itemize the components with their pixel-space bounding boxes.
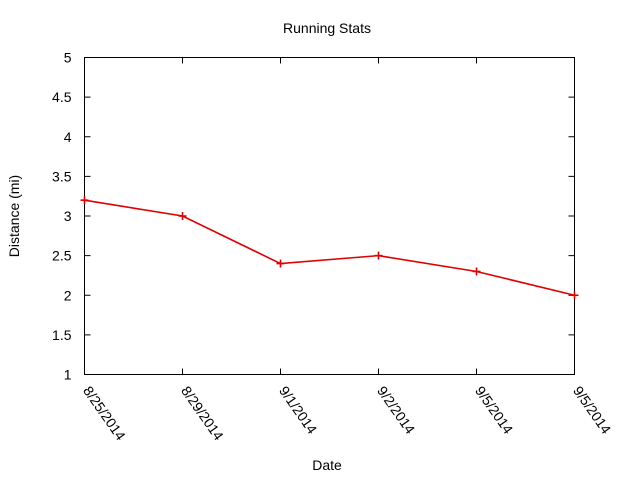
y-tick-label: 3.5 xyxy=(52,168,72,184)
y-tick-label: 5 xyxy=(64,50,72,66)
x-axis-label: Date xyxy=(312,457,342,473)
x-tick-label: 8/29/2014 xyxy=(178,383,227,443)
data-point xyxy=(276,259,285,268)
x-tick-label: 9/5/2014 xyxy=(472,383,516,437)
data-point xyxy=(570,291,579,300)
data-point xyxy=(472,267,481,276)
y-axis-label: Distance (mi) xyxy=(6,175,22,257)
y-tick-label: 1 xyxy=(64,367,72,383)
y-tick-label: 2.5 xyxy=(52,248,72,264)
y-tick-label: 1.5 xyxy=(52,327,72,343)
data-point xyxy=(80,196,89,205)
x-tick-label: 8/25/2014 xyxy=(80,383,129,443)
y-tick-label: 3 xyxy=(64,208,72,224)
y-axis-ticks: 1 1.5 2 2.5 3 3.5 4 4.5 5 xyxy=(52,50,575,383)
data-point xyxy=(178,212,187,220)
series-line xyxy=(84,199,575,297)
x-tick-label: 9/1/2014 xyxy=(276,383,320,437)
x-tick-label: 9/2/2014 xyxy=(374,383,418,437)
y-tick-label: 4 xyxy=(64,129,72,145)
x-tick-label: 9/5/2014 xyxy=(570,383,614,437)
y-tick-label: 2 xyxy=(64,287,72,303)
plot-area-frame xyxy=(84,57,575,375)
chart-title: Running Stats xyxy=(283,20,371,36)
data-point xyxy=(374,251,383,260)
x-axis-ticks: 8/25/2014 8/29/2014 9/1/2014 9/2/2014 9/5/20… xyxy=(80,57,615,443)
series-layer xyxy=(80,196,579,300)
y-tick-label: 4.5 xyxy=(52,89,72,105)
